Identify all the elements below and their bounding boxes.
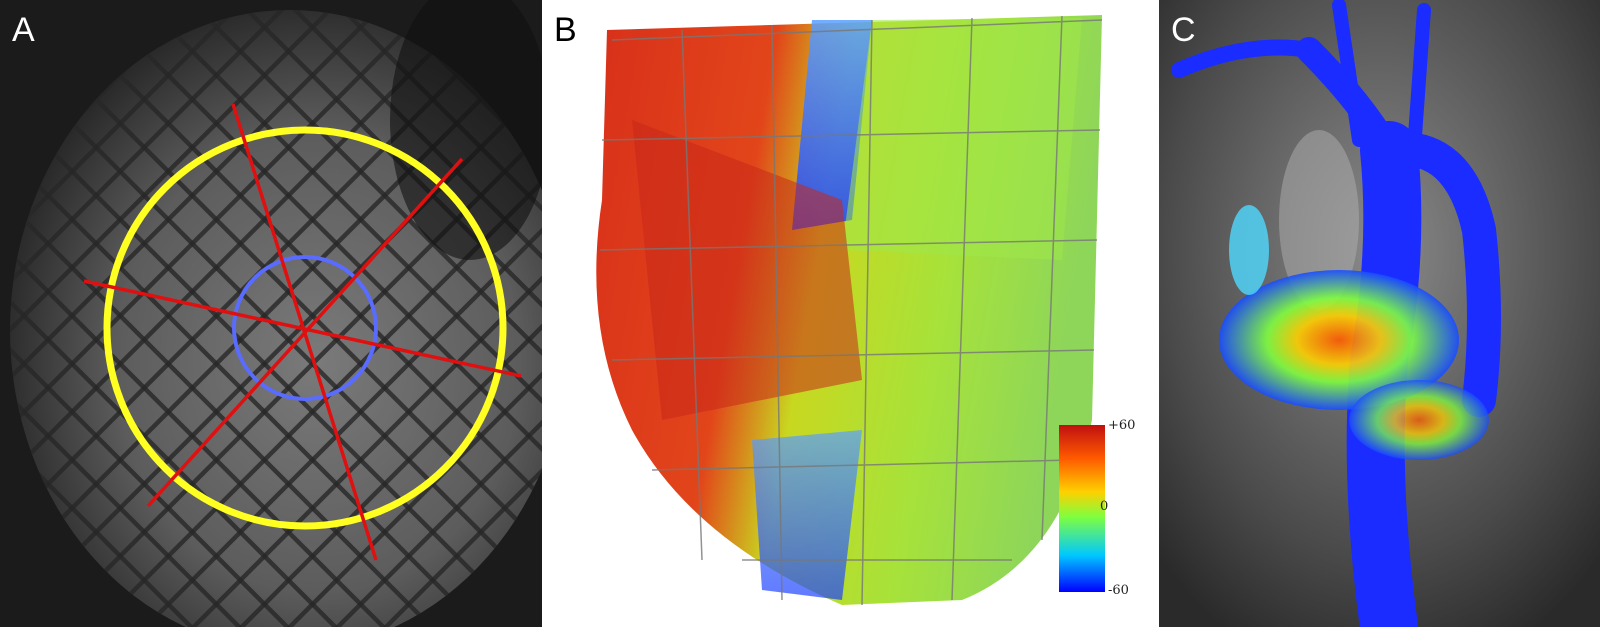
inner-circle: [232, 255, 378, 401]
tagged-mri-image: [0, 0, 542, 627]
heart-fiber-image: [596, 15, 1105, 606]
panel-label-b: B: [554, 11, 577, 49]
panel-b-fiber-visualization: +60 0 -60 B: [542, 0, 1159, 627]
panel-label-a: A: [12, 11, 35, 49]
panel-c-flow-visualization: C: [1159, 0, 1600, 627]
colorbar-mid-label: 0: [1100, 499, 1109, 514]
colorbar-max-label: +60: [1108, 418, 1136, 433]
mesh-grid: [599, 15, 1103, 606]
panel-a-tagged-mri: A: [0, 0, 542, 627]
outer-circle: [103, 126, 507, 530]
vessel-flow-image: [1159, 0, 1600, 627]
colorbar: [1059, 425, 1105, 592]
segment-lines: [83, 103, 522, 561]
colorbar-min-label: -60: [1108, 583, 1129, 598]
flow-jet: [1219, 270, 1459, 410]
panel-label-c: C: [1171, 11, 1196, 49]
